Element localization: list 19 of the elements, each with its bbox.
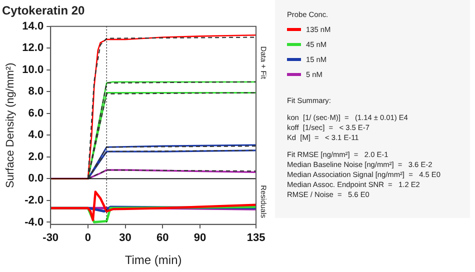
y-axis-title: Surface Density (ng/mm²) bbox=[4, 62, 17, 188]
x-tick-label: 90 bbox=[194, 232, 206, 244]
y-tick-label: -4.0 bbox=[24, 216, 44, 228]
y-tick-label: 12.0 bbox=[22, 42, 44, 54]
y-tick-label: 14.0 bbox=[22, 20, 44, 32]
chart-title: Cytokeratin 20 bbox=[2, 4, 86, 18]
y-tick-label: -2.0 bbox=[24, 194, 44, 206]
x-tick-label: 135 bbox=[246, 232, 266, 244]
x-tick-label: 60 bbox=[156, 232, 169, 244]
y-tick-label: 10.0 bbox=[22, 64, 44, 76]
x-axis-title: Time (min) bbox=[124, 253, 182, 268]
y-tick-label: 2.0 bbox=[28, 150, 44, 163]
y-tick-label: 4.0 bbox=[28, 129, 44, 142]
x-tick-label: -30 bbox=[42, 232, 59, 244]
y-tick-label: 8.0 bbox=[28, 86, 44, 98]
x-tick-label: 30 bbox=[119, 232, 132, 244]
y-tick-label: 6.0 bbox=[28, 107, 44, 120]
y-tick-label: 0.0 bbox=[28, 172, 44, 185]
x-tick-label: 0 bbox=[84, 232, 92, 244]
